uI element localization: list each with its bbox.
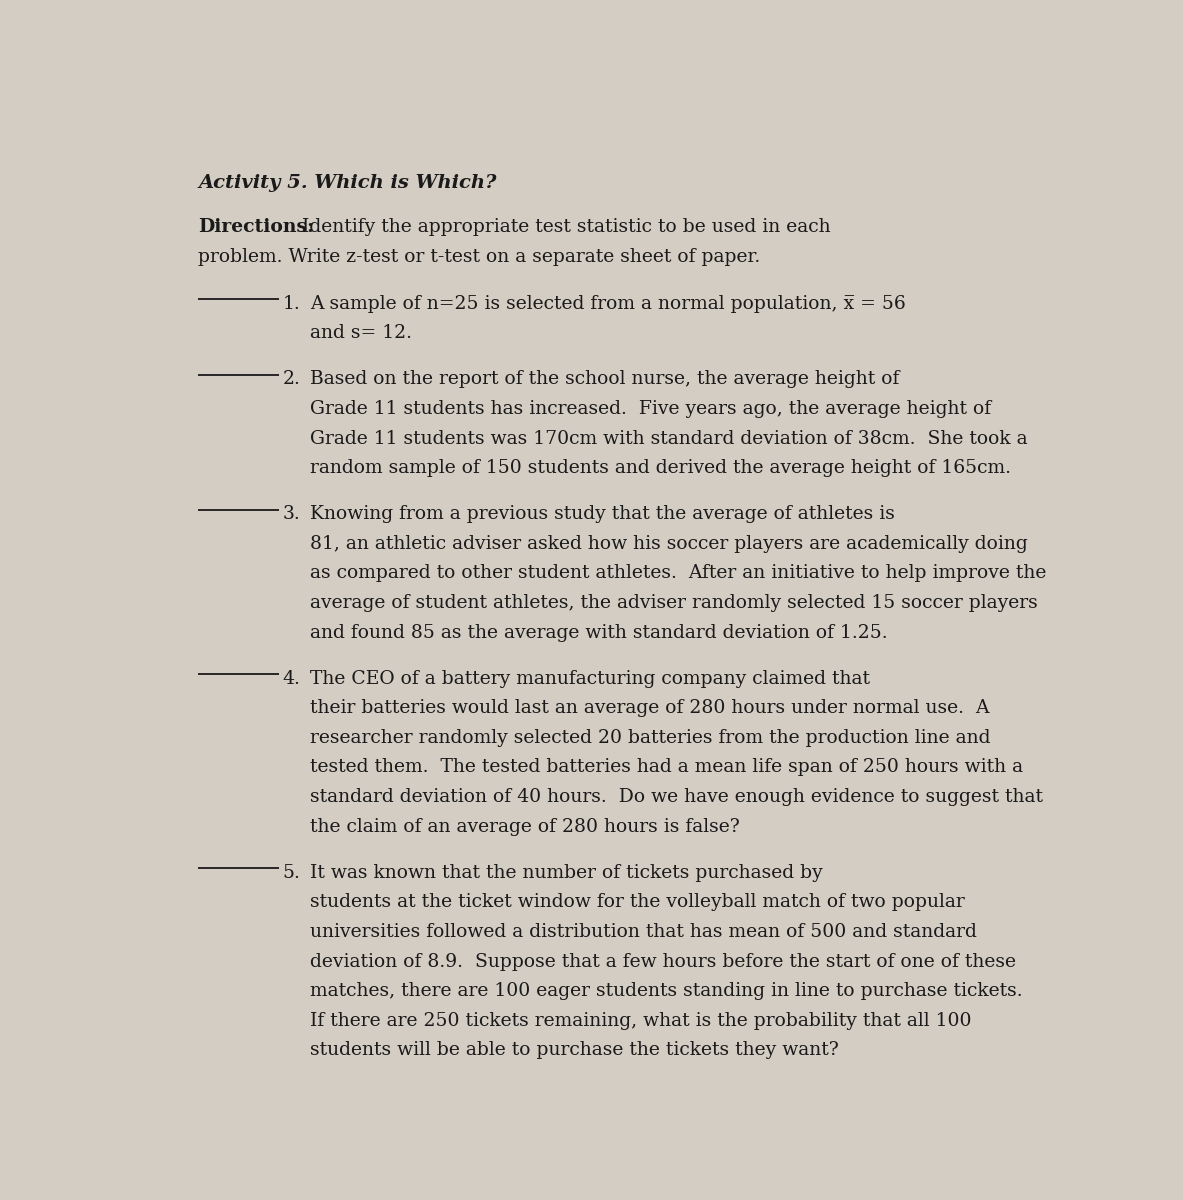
Text: as compared to other student athletes.  After an initiative to help improve the: as compared to other student athletes. A… xyxy=(310,564,1047,582)
Text: problem. Write z-test or t-test on a separate sheet of paper.: problem. Write z-test or t-test on a sep… xyxy=(199,248,761,266)
Text: universities followed a distribution that has mean of 500 and standard: universities followed a distribution tha… xyxy=(310,923,977,941)
Text: Grade 11 students was 170cm with standard deviation of 38cm.  She took a: Grade 11 students was 170cm with standar… xyxy=(310,430,1028,448)
Text: Knowing from a previous study that the average of athletes is: Knowing from a previous study that the a… xyxy=(310,505,896,523)
Text: 5.: 5. xyxy=(283,864,300,882)
Text: and found 85 as the average with standard deviation of 1.25.: and found 85 as the average with standar… xyxy=(310,624,887,642)
Text: tested them.  The tested batteries had a mean life span of 250 hours with a: tested them. The tested batteries had a … xyxy=(310,758,1023,776)
Text: average of student athletes, the adviser randomly selected 15 soccer players: average of student athletes, the adviser… xyxy=(310,594,1037,612)
Text: Based on the report of the school nurse, the average height of: Based on the report of the school nurse,… xyxy=(310,371,899,389)
Text: A sample of n=25 is selected from a normal population, x̅ = 56: A sample of n=25 is selected from a norm… xyxy=(310,295,906,313)
Text: students will be able to purchase the tickets they want?: students will be able to purchase the ti… xyxy=(310,1042,839,1060)
Text: researcher randomly selected 20 batteries from the production line and: researcher randomly selected 20 batterie… xyxy=(310,728,990,746)
Text: matches, there are 100 eager students standing in line to purchase tickets.: matches, there are 100 eager students st… xyxy=(310,982,1023,1000)
Text: their batteries would last an average of 280 hours under normal use.  A: their batteries would last an average of… xyxy=(310,700,990,718)
Text: 4.: 4. xyxy=(283,670,300,688)
Text: deviation of 8.9.  Suppose that a few hours before the start of one of these: deviation of 8.9. Suppose that a few hou… xyxy=(310,953,1016,971)
Text: standard deviation of 40 hours.  Do we have enough evidence to suggest that: standard deviation of 40 hours. Do we ha… xyxy=(310,788,1043,806)
Text: 1.: 1. xyxy=(283,295,300,313)
Text: Directions:: Directions: xyxy=(199,218,315,236)
Text: 3.: 3. xyxy=(283,505,300,523)
Text: The CEO of a battery manufacturing company claimed that: The CEO of a battery manufacturing compa… xyxy=(310,670,871,688)
Text: 81, an athletic adviser asked how his soccer players are academically doing: 81, an athletic adviser asked how his so… xyxy=(310,535,1028,553)
Text: Activity 5. Which is Which?: Activity 5. Which is Which? xyxy=(199,174,497,192)
Text: Identify the appropriate test statistic to be used in each: Identify the appropriate test statistic … xyxy=(297,218,830,236)
Text: random sample of 150 students and derived the average height of 165cm.: random sample of 150 students and derive… xyxy=(310,460,1011,478)
Text: Grade 11 students has increased.  Five years ago, the average height of: Grade 11 students has increased. Five ye… xyxy=(310,400,991,418)
Text: and s= 12.: and s= 12. xyxy=(310,324,412,342)
Text: If there are 250 tickets remaining, what is the probability that all 100: If there are 250 tickets remaining, what… xyxy=(310,1012,971,1030)
Text: the claim of an average of 280 hours is false?: the claim of an average of 280 hours is … xyxy=(310,817,739,835)
Text: 2.: 2. xyxy=(283,371,300,389)
Text: It was known that the number of tickets purchased by: It was known that the number of tickets … xyxy=(310,864,823,882)
Text: students at the ticket window for the volleyball match of two popular: students at the ticket window for the vo… xyxy=(310,893,965,911)
